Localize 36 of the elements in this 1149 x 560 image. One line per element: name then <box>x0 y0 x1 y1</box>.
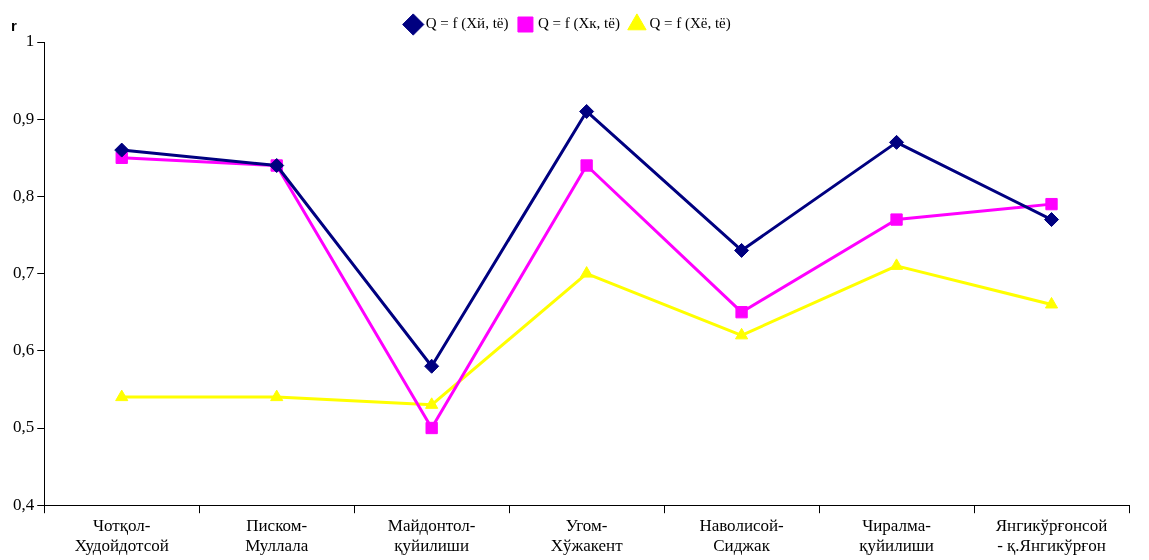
point <box>889 258 904 270</box>
x-tick-label: Янгикўрғонсой - қ.Янгикўрғон <box>995 515 1108 556</box>
point <box>114 142 130 158</box>
point <box>115 389 129 402</box>
y-tick-label: 0,5 <box>13 417 35 437</box>
x-tick-label: Чиралма- қуйилиши <box>859 515 934 556</box>
legend-label: Q = f (Хк, tё) <box>537 15 620 33</box>
point <box>1044 296 1059 309</box>
point <box>734 242 750 258</box>
point <box>580 159 593 172</box>
point <box>890 213 903 226</box>
y-axis-title: r <box>11 16 18 34</box>
x-tick-label: Наволисой- Сиджак <box>699 515 785 556</box>
y-tick-label: 1 <box>25 31 35 51</box>
legend-label: Q = f (Хй, tё) <box>425 15 509 33</box>
y-tick-label: 0,9 <box>13 108 35 128</box>
point <box>1044 212 1060 228</box>
x-tick-label: Майдонтол- қуйилиши <box>387 515 476 556</box>
point <box>270 389 284 402</box>
point <box>425 421 438 435</box>
y-tick-label: 0,6 <box>13 340 35 360</box>
point <box>424 358 440 374</box>
point <box>889 134 905 150</box>
x-tick-label: Чотқол- Худойдотсой <box>74 515 169 556</box>
point <box>579 103 595 119</box>
legend-label: Q = f (Хё, tё) <box>649 15 731 33</box>
point <box>425 397 439 409</box>
point <box>580 266 594 278</box>
point <box>1045 197 1058 211</box>
x-tick-label: Писком- Муллала <box>245 515 309 556</box>
y-tick-label: 0,7 <box>13 263 35 283</box>
y-tick-label: 0,8 <box>13 185 35 205</box>
point <box>735 327 749 340</box>
y-tick-label: 0,4 <box>13 494 35 514</box>
x-tick-label: Угом- Хўжакент <box>550 515 624 556</box>
point <box>735 306 748 319</box>
